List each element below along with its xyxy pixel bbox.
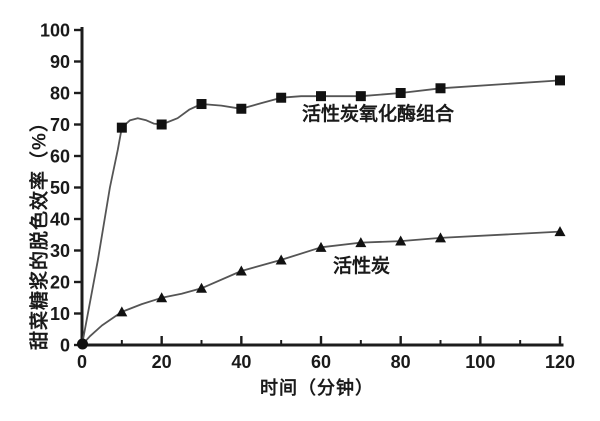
series-label-activated-carbon: 活性炭	[333, 256, 391, 277]
triangle-marker	[355, 237, 367, 248]
triangle-marker	[275, 254, 287, 265]
triangle-marker	[235, 265, 247, 276]
square-marker	[276, 92, 287, 103]
x-tick-label: 20	[152, 352, 172, 372]
x-axis-ticks: 0 20 40 60 80 100 120	[77, 336, 575, 372]
x-tick-label: 80	[391, 352, 411, 372]
series-activated-carbon	[81, 226, 566, 346]
series-label-carbon-oxidase-combo: 活性炭氧化酶组合	[302, 104, 455, 125]
axes	[80, 27, 564, 347]
y-tick-label: 70	[50, 115, 70, 135]
square-marker	[156, 119, 167, 130]
x-axis-title: 时间（分钟）	[260, 378, 374, 398]
origin-marker	[77, 338, 88, 350]
y-tick-label: 30	[50, 241, 70, 261]
triangle-marker	[116, 306, 128, 317]
square-marker	[555, 75, 565, 86]
y-tick-label: 10	[50, 304, 70, 324]
y-tick-label: 100	[40, 21, 70, 41]
square-marker	[196, 99, 207, 110]
x-tick-label: 40	[231, 352, 251, 372]
triangle-marker	[395, 235, 407, 246]
y-tick-label: 40	[50, 210, 70, 230]
y-tick-label: 80	[50, 84, 70, 104]
triangle-marker	[554, 226, 566, 237]
triangle-marker	[156, 292, 168, 303]
series-carbon-oxidase-combo	[81, 75, 565, 346]
y-axis-title: 甜菜糖浆的脱色效率（%）	[29, 112, 51, 350]
x-tick-label: 60	[311, 352, 331, 372]
y-tick-label: 60	[50, 147, 70, 167]
square-marker	[395, 88, 406, 98]
square-marker	[435, 83, 446, 94]
y-tick-label: 90	[50, 52, 70, 72]
x-tick-label: 0	[77, 352, 87, 372]
origin	[77, 338, 88, 350]
square-marker	[116, 122, 127, 133]
triangle-marker	[315, 241, 327, 252]
y-axis-ticks: 0 10 20 30 40 50 60 70 80 90 100	[40, 21, 82, 356]
y-tick-label: 0	[60, 336, 70, 356]
x-tick-label: 100	[465, 352, 495, 372]
y-tick-label: 50	[50, 178, 70, 198]
square-marker	[316, 91, 326, 102]
square-marker	[236, 103, 247, 114]
square-marker	[355, 91, 366, 102]
triangle-marker	[196, 282, 207, 293]
triangle-marker	[435, 232, 446, 243]
x-tick-label: 120	[545, 352, 575, 372]
y-tick-label: 20	[50, 273, 70, 293]
